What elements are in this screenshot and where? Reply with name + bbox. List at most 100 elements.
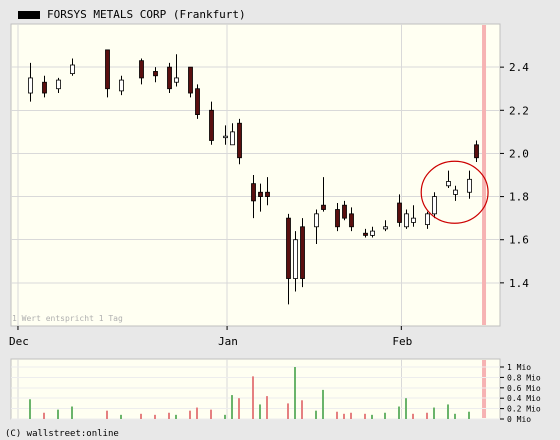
volume-bar [57,409,59,419]
candle [230,123,235,146]
candle-body [300,226,305,279]
volume-bar [294,367,296,419]
candle-body [363,232,368,236]
price-y-tick-label: 1.8 [509,191,529,204]
volume-bar [189,410,191,419]
volume-bar [196,407,198,419]
candle-body [223,135,228,139]
candle [42,75,47,98]
volume-plot-area [10,358,501,420]
candle [363,228,368,238]
volume-grid [11,359,500,420]
candle-body [349,213,354,228]
volume-bar [238,398,240,419]
copyright: (C) wallstreet:online [5,429,119,439]
price-y-tick-label: 2.0 [509,147,529,160]
candle-body [453,189,458,195]
volume-bar [426,412,428,419]
volume-bar [140,413,142,419]
volume-bar [120,414,122,419]
volume-bar [336,411,338,419]
volume-bar [454,413,456,419]
candle-body [404,213,409,228]
x-tick-label: Jan [218,335,238,348]
volume-bar [224,414,226,419]
annotation-circle [420,160,489,224]
candle [293,231,298,292]
candle [188,66,193,98]
candle [432,192,437,219]
candle-body [286,217,291,279]
candle-body [139,60,144,79]
volume-bar [287,403,289,419]
candle-body [321,204,326,210]
candle [258,183,263,212]
volume-bar [168,412,170,419]
candle-body [105,49,110,90]
legend-swatch [18,11,40,19]
volume-bar [175,414,177,419]
candle-body [397,202,402,223]
volume-last-day-highlight [482,360,487,418]
candle [474,140,479,163]
volume-bar [322,389,324,419]
candle-body [209,109,214,141]
candle [342,200,347,221]
candle [153,67,158,83]
candle [223,125,228,145]
candle-body [56,79,61,90]
candle [335,203,340,232]
candle-body [342,204,347,219]
volume-bar [343,413,345,419]
price-y-tick-label: 1.6 [509,234,529,247]
candle-body [167,66,172,90]
candle [411,205,416,227]
candle [28,62,33,102]
candle-body [119,79,124,92]
volume-bar [154,414,156,419]
price-y-tick-label: 1.4 [509,277,529,290]
volume-bar [315,410,317,419]
candle-body [335,209,340,228]
candle [56,77,61,94]
candle-body [174,77,179,83]
volume-bar [412,413,414,419]
price-y-tick-label: 2.2 [509,104,529,117]
volume-bar [371,414,373,419]
candle [265,177,270,206]
candle [314,209,319,245]
price-y-axis: 1.4 1.6 1.8 2.0 2.2 2.4 [500,61,529,290]
candle-body [230,131,235,146]
volume-bar [447,404,449,419]
candle-body [370,230,375,236]
volume-y-tick-label: 0.2 Mio [507,405,541,414]
candle-body [188,66,193,94]
price-plot-area [10,23,501,327]
volume-bar [231,395,233,419]
volume-bar [43,412,45,419]
volume-bar [364,413,366,419]
candle [467,170,472,199]
candle-body [42,81,47,94]
candle-body [314,213,319,228]
volume-bar [29,399,31,419]
candle [174,54,179,87]
x-axis: Dec Jan Feb [9,326,412,348]
candle-body [153,71,158,77]
x-tick-label: Dec [9,335,29,348]
volume-bar [259,404,261,419]
volume-bar [468,411,470,419]
candle [209,101,214,145]
candle [383,220,388,232]
candle-body [251,183,256,202]
candle [404,209,409,229]
candle [70,58,75,76]
candle [167,62,172,94]
volume-bar [252,376,254,419]
candle-body [383,226,388,230]
volume-series [29,367,470,419]
candle [105,49,110,98]
price-grid [11,24,500,326]
volume-bar [210,409,212,419]
